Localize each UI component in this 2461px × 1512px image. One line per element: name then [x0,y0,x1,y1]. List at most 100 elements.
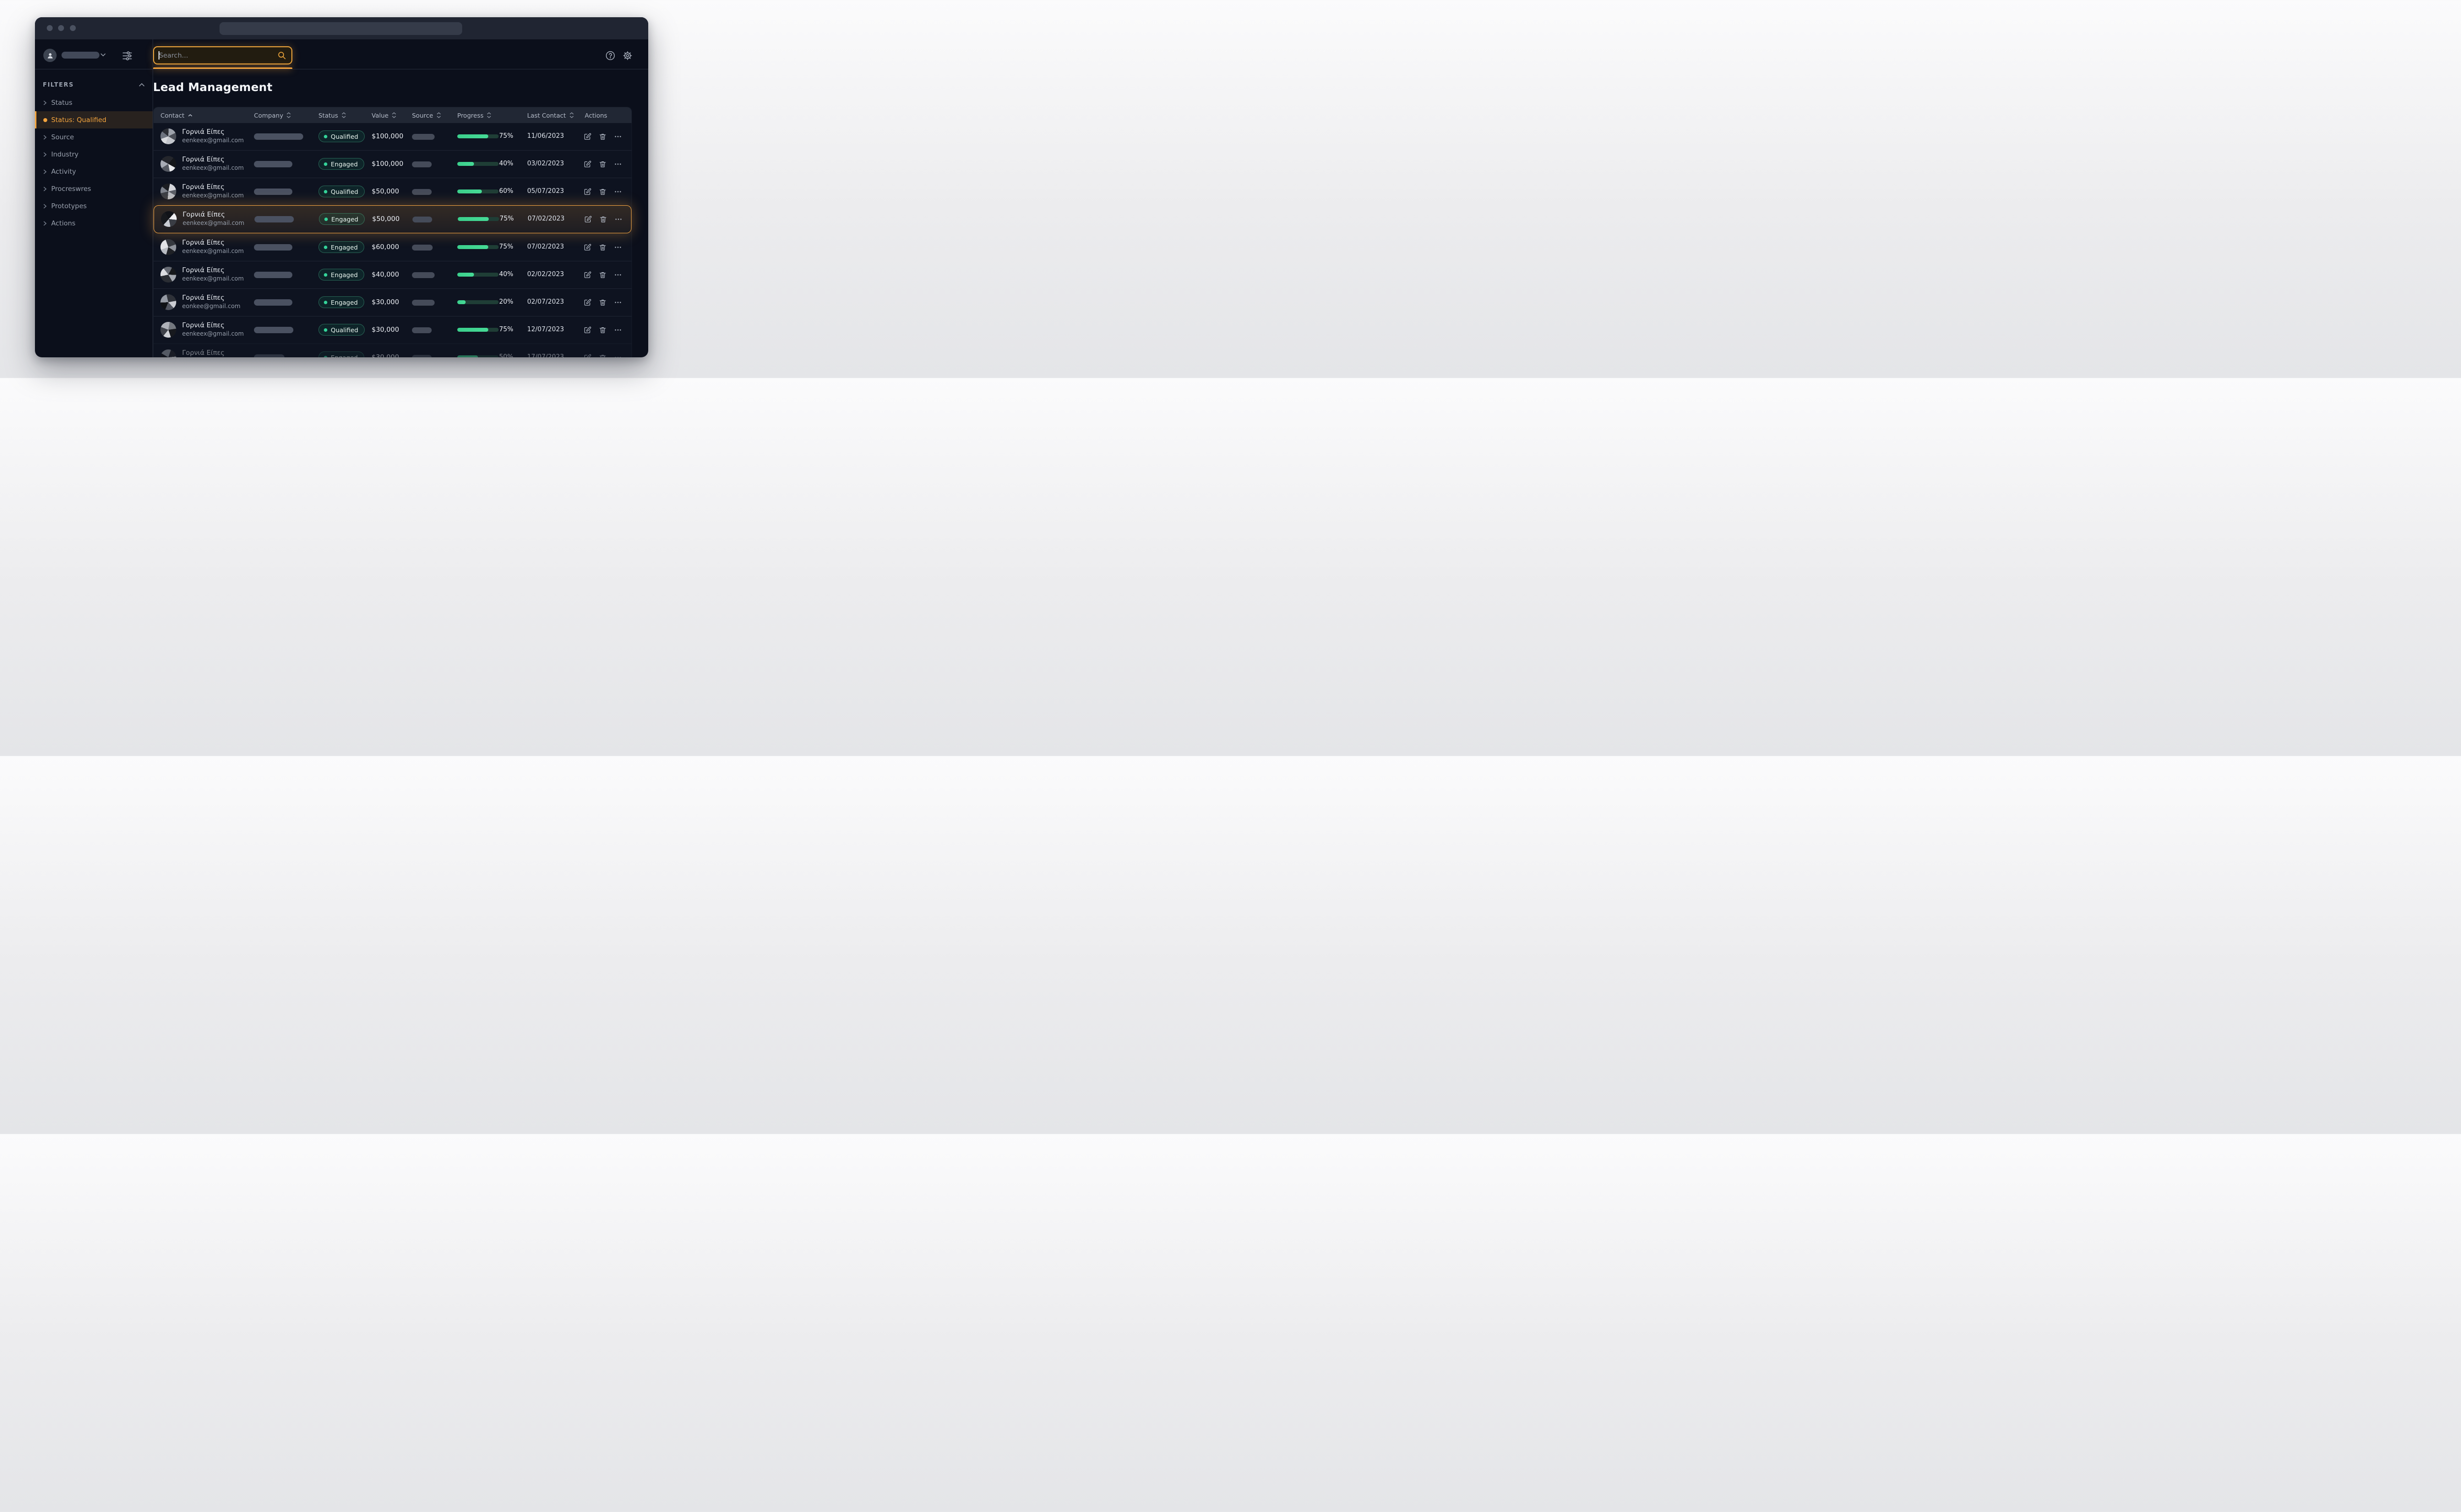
edit-button[interactable] [583,296,592,308]
sidebar-item-status-qualified[interactable]: Status: Qualified [35,111,153,128]
source-skeleton [412,355,432,357]
chevron-down-icon[interactable] [100,53,106,57]
last-contact-date: 17/07/2023 [527,353,564,357]
sidebar-item-prototypes[interactable]: Prototypes [35,197,153,215]
edit-button[interactable] [583,213,593,225]
sidebar-item-procreswres[interactable]: Procreswres [35,180,153,197]
more-button[interactable] [613,296,623,308]
sidebar-item-source[interactable]: Source [35,128,153,146]
deal-value: $50,000 [372,188,399,195]
contact-name: Γορνιά Είπες [182,239,224,247]
company-skeleton [254,133,303,140]
table-row[interactable]: Γορνιά Είπεςeenkeex@gmail.comQualified$3… [154,316,631,344]
more-button[interactable] [613,351,623,357]
column-header-source[interactable]: Source [412,107,441,123]
sidebar-item-label: Industry [51,151,79,158]
more-button[interactable] [613,324,623,336]
contact-avatar [160,184,176,199]
delete-button[interactable] [598,158,607,170]
table-row[interactable]: Γορνιά Είπεςeonkee@gmail.comEngaged$30,0… [154,288,631,316]
table-row[interactable]: Γορνιά Είπεςeenkeex@gmail.comEngaged$100… [154,150,631,178]
progress-percent: 40% [499,160,513,167]
sort-icon [392,112,396,118]
table-row[interactable]: Γορνιά Είπεςeenkeex@gmail.comEngaged$40,… [154,261,631,288]
progress-bar [458,217,499,221]
sidebar-item-activity[interactable]: Activity [35,163,153,180]
edit-button[interactable] [583,186,592,197]
edit-button[interactable] [583,241,592,253]
column-label: Contact [160,112,185,119]
column-header-last-contact[interactable]: Last Contact [527,107,574,123]
chevron-up-icon[interactable] [139,83,145,87]
sidebar-item-actions[interactable]: Actions [35,215,153,232]
delete-button[interactable] [598,241,607,253]
chevron-right-icon [43,187,47,191]
table-row[interactable]: Γορνιά Είπεςeenkeex@gmail.comEngaged$30,… [154,344,631,357]
search-input[interactable] [154,52,277,60]
window-dot-minimize[interactable] [58,25,64,31]
page-title: Lead Management [153,81,273,94]
sidebar-item-industry[interactable]: Industry [35,146,153,163]
more-button[interactable] [613,269,623,281]
help-icon[interactable] [604,50,616,61]
column-header-value[interactable]: Value [372,107,396,123]
deal-value: $30,000 [372,326,399,334]
progress-percent: 40% [499,271,513,278]
window-dot-close[interactable] [47,25,53,31]
table-row[interactable]: Γορνιά Είπεςeenkeex@gmail.comEngaged$60,… [154,233,631,261]
edit-button[interactable] [583,324,592,336]
progress-fill [457,273,474,277]
deal-value: $30,000 [372,353,399,357]
more-button[interactable] [613,241,623,253]
progress-percent: 75% [499,132,513,140]
edit-button[interactable] [583,130,592,142]
last-contact-date: 02/02/2023 [527,271,564,278]
more-button[interactable] [614,213,623,225]
delete-button[interactable] [598,130,607,142]
table-row[interactable]: Γορνιά Είπεςeenkeex@gmail.comEngaged$50,… [154,205,631,233]
column-header-status[interactable]: Status [318,107,346,123]
table-row[interactable]: Γορνιά Είπεςeenkeex@gmail.comQualified$1… [154,123,631,150]
more-button[interactable] [613,186,623,197]
window-dot-maximize[interactable] [70,25,76,31]
sidebar-item-status[interactable]: Status [35,94,153,111]
row-actions [583,213,623,225]
column-header-progress[interactable]: Progress [457,107,491,123]
row-actions [583,296,623,308]
progress-bar [457,245,499,249]
progress-bar [457,300,499,304]
progress-percent: 75% [500,215,514,222]
progress-fill [457,189,482,193]
sidebar-item-label: Procreswres [51,185,91,193]
column-header-company[interactable]: Company [254,107,291,123]
more-button[interactable] [613,130,623,142]
gear-icon[interactable] [622,50,633,61]
filters-header[interactable]: FILTERS [43,80,145,89]
column-header-contact[interactable]: Contact [160,107,192,123]
edit-button[interactable] [583,269,592,281]
column-label: Value [372,112,388,119]
edit-button[interactable] [583,351,592,357]
delete-button[interactable] [598,296,607,308]
delete-button[interactable] [598,351,607,357]
status-dot [324,328,327,332]
status-dot [324,162,327,166]
delete-button[interactable] [598,186,607,197]
contact-avatar [160,156,176,172]
delete-button[interactable] [599,213,608,225]
sidebar-item-label: Status [51,99,72,107]
edit-button[interactable] [583,158,592,170]
delete-button[interactable] [598,269,607,281]
deal-value: $30,000 [372,298,399,306]
search-icon[interactable] [277,51,286,60]
status-dot [324,356,327,358]
table-row[interactable]: Γορνιά Είπεςeenkeex@gmail.comQualified$5… [154,178,631,205]
filter-sliders-icon[interactable] [121,50,133,62]
more-button[interactable] [613,158,623,170]
delete-button[interactable] [598,324,607,336]
last-contact-date: 12/07/2023 [527,326,564,333]
table-header-row: Contact Company Status Value Source Progress L… [154,107,631,123]
user-avatar[interactable] [43,49,57,62]
status-badge: Qualified [318,186,365,197]
contact-name: Γορνιά Είπες [183,211,225,219]
